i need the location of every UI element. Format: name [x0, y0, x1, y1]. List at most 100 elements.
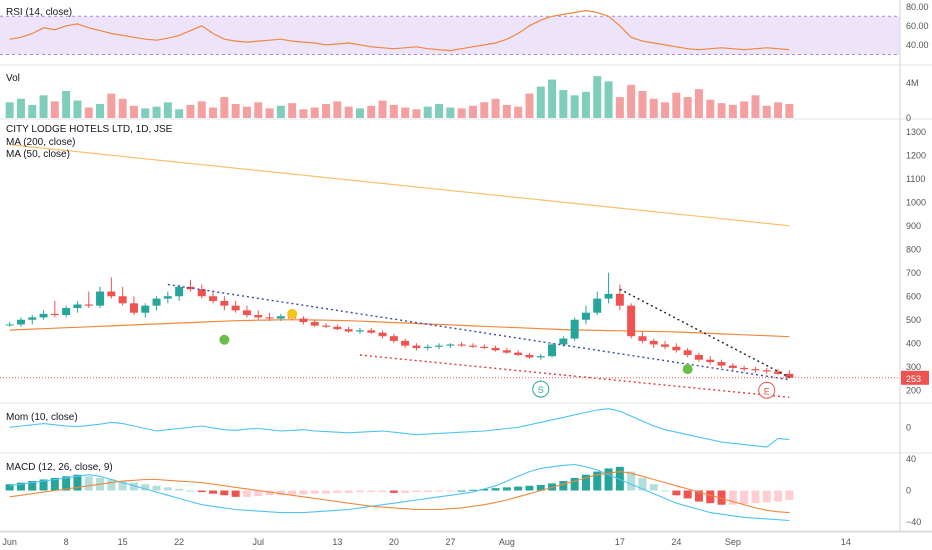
- start-marker-label: S: [538, 385, 544, 395]
- volume-bar: [728, 104, 737, 118]
- volume-bar: [39, 95, 48, 118]
- macd-histogram-bar: [627, 471, 636, 491]
- macd-histogram-bar: [446, 490, 455, 492]
- macd-tick-label: 0: [906, 486, 911, 496]
- price-tick-label: 700: [906, 268, 921, 278]
- symbol-title: CITY LODGE HOTELS LTD, 1D, JSE: [6, 124, 173, 135]
- candle-body: [62, 308, 71, 316]
- candle-body: [706, 359, 715, 363]
- last-price-tag: [901, 370, 929, 385]
- macd-histogram-bar: [649, 484, 658, 491]
- volume-bar: [480, 102, 489, 118]
- macd-histogram-bar: [209, 490, 218, 494]
- volume-bar: [468, 105, 477, 118]
- rsi-tick-label: 60.00: [906, 21, 929, 31]
- candle-body: [16, 319, 25, 325]
- macd-histogram-bar: [231, 490, 240, 497]
- macd-histogram-bar: [740, 490, 749, 504]
- macd-histogram-bar: [435, 490, 444, 492]
- mom-tick-label: 0: [906, 422, 911, 432]
- price-tick-label: 1200: [906, 150, 926, 160]
- time-tick-label: 8: [64, 537, 69, 547]
- macd-histogram-bar: [593, 471, 602, 491]
- macd-histogram-bar: [50, 477, 59, 491]
- time-tick-label: Jun: [2, 537, 17, 547]
- macd-tick-label: −40: [906, 517, 921, 527]
- time-tick-label: 14: [841, 537, 851, 547]
- volume-bar: [593, 76, 602, 118]
- momentum-line: [9, 408, 790, 448]
- macd-histogram-bar: [288, 490, 297, 495]
- macd-histogram-bar: [502, 487, 511, 491]
- time-tick-label: Aug: [499, 537, 515, 547]
- macd-legend: MACD (12, 26, close, 9): [6, 462, 113, 473]
- macd-signal-line: [9, 471, 790, 514]
- candle-body: [683, 350, 692, 355]
- candle-body: [774, 371, 783, 374]
- macd-histogram-bar: [785, 490, 794, 500]
- volume-bar: [785, 104, 794, 118]
- candle-body: [480, 346, 489, 348]
- candle-body: [141, 305, 150, 313]
- candle-body: [581, 312, 590, 320]
- volume-bar: [627, 84, 636, 118]
- macd-histogram-bar: [107, 479, 116, 491]
- price-tick-label: 800: [906, 244, 921, 254]
- volume-bar: [310, 107, 319, 118]
- volume-bar: [548, 79, 557, 118]
- macd-histogram-bar: [728, 490, 737, 505]
- macd-histogram-bar: [423, 490, 432, 493]
- candle-body: [118, 296, 127, 304]
- volume-bar: [762, 105, 771, 118]
- macd-histogram-bar: [333, 490, 342, 493]
- macd-histogram-bar: [16, 482, 25, 491]
- price-tick-label: 500: [906, 315, 921, 325]
- end-marker-label: E: [764, 386, 770, 396]
- rsi-band: [0, 16, 900, 55]
- volume-tick-label: 4M: [906, 78, 919, 88]
- macd-histogram-bar: [774, 490, 783, 502]
- macd-histogram-bar: [559, 481, 568, 491]
- volume-bar: [231, 104, 240, 118]
- volume-bar: [28, 104, 37, 118]
- candle-body: [50, 313, 59, 316]
- candle-body: [367, 330, 376, 333]
- volume-bar: [152, 106, 161, 118]
- candle-body: [412, 345, 421, 348]
- macd-histogram-bar: [638, 477, 647, 491]
- time-tick-label: 20: [389, 537, 399, 547]
- volume-bar: [16, 98, 25, 118]
- macd-histogram-bar: [694, 490, 703, 502]
- macd-histogram-bar: [310, 490, 319, 494]
- volume-bar: [141, 108, 150, 118]
- volume-bar: [751, 95, 760, 118]
- macd-histogram-bar: [378, 490, 387, 493]
- candle-body: [435, 345, 444, 347]
- macd-histogram-bar: [389, 490, 398, 493]
- volume-bar: [559, 90, 568, 118]
- macd-histogram-bar: [254, 490, 263, 497]
- candle-body: [96, 291, 105, 306]
- macd-histogram-bar: [751, 490, 760, 504]
- macd-histogram-bar: [570, 477, 579, 491]
- candle-body: [502, 350, 511, 353]
- candle-body: [401, 340, 410, 346]
- candle-body: [717, 362, 726, 366]
- macd-histogram-bar: [265, 490, 274, 496]
- macd-histogram-bar: [604, 468, 613, 491]
- volume-bar: [186, 104, 195, 118]
- time-tick-label: Jul: [252, 537, 264, 547]
- volume-bar: [412, 109, 421, 118]
- ma200-legend: MA (200, close): [6, 137, 75, 148]
- volume-bar: [536, 86, 545, 118]
- candle-body: [536, 356, 545, 358]
- time-tick-label: 24: [671, 537, 681, 547]
- volume-bar: [446, 107, 455, 118]
- breakout-trendline: [619, 288, 790, 378]
- volume-bar: [717, 103, 726, 118]
- candle-body: [299, 318, 308, 323]
- macd-histogram-bar: [683, 490, 692, 499]
- macd-histogram-bar: [322, 490, 331, 494]
- volume-bar: [333, 101, 342, 118]
